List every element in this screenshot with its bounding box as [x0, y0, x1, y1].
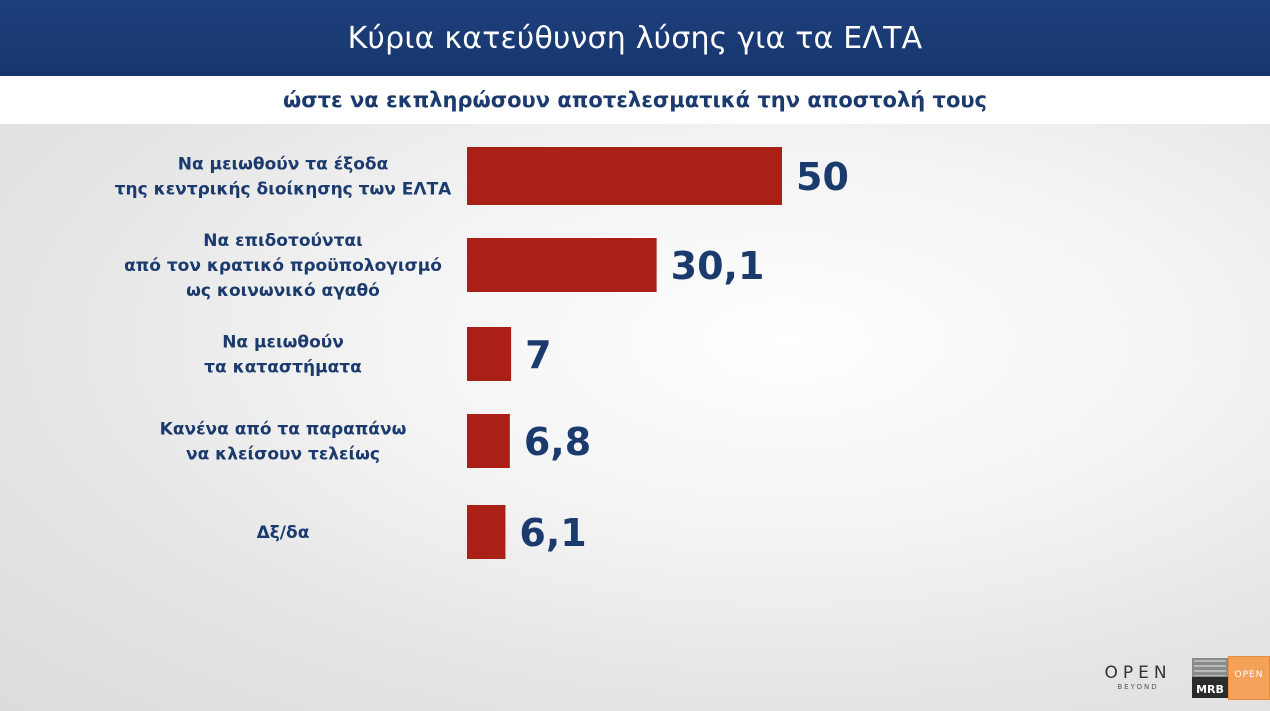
- mrb-logo-stripes: [1194, 660, 1226, 676]
- category-label-line: από τον κρατικό προϋπολογισμό: [124, 256, 442, 276]
- value-label-2: 30,1: [671, 244, 765, 288]
- channel-badge-text: OPEN: [1234, 670, 1264, 680]
- chart-title: Κύρια κατεύθυνση λύσης για τα ΕΛΤΑ: [347, 20, 923, 56]
- bar-4: [467, 414, 510, 468]
- category-label-1: Να μειωθούν τα έξοδα της κεντρικής διοίκη…: [115, 155, 452, 200]
- mrb-logo-text: MRB: [1196, 683, 1224, 696]
- category-label-4: Κανένα από τα παραπάνω να κλείσουν τελείω…: [160, 420, 407, 465]
- open-logo-text: OPEN: [1104, 663, 1172, 683]
- bar-2: [467, 238, 657, 292]
- bar-5: [467, 505, 506, 559]
- value-label-1: 50: [796, 155, 849, 199]
- category-label-5: Δξ/δα: [257, 523, 310, 543]
- open-beyond-logo: OPEN BEYOND: [1096, 664, 1180, 700]
- chart-subtitle: ώστε να εκπληρώσουν αποτελεσματικά την α…: [282, 88, 987, 112]
- title-bar: Κύρια κατεύθυνση λύσης για τα ΕΛΤΑ: [0, 0, 1270, 76]
- value-label-4: 6,8: [524, 420, 591, 464]
- channel-badge: OPEN: [1228, 656, 1270, 700]
- category-label-line: τα καταστήματα: [204, 358, 362, 378]
- open-logo-tagline: BEYOND: [1117, 683, 1159, 691]
- category-label-line: Να μειωθούν: [222, 333, 344, 353]
- bar-3: [467, 327, 512, 381]
- category-label-2: Να επιδοτούνται από τον κρατικό προϋπολογ…: [124, 231, 442, 301]
- value-label-3: 7: [525, 333, 551, 377]
- category-label-line: ως κοινωνικό αγαθό: [186, 281, 380, 301]
- category-label-line: Κανένα από τα παραπάνω: [160, 420, 407, 440]
- category-label-line: Να μειωθούν τα έξοδα: [178, 155, 389, 175]
- category-label-line: Να επιδοτούνται: [203, 231, 362, 251]
- category-label-line: να κλείσουν τελείως: [186, 445, 380, 465]
- category-label-line: Δξ/δα: [257, 523, 310, 543]
- category-label-3: Να μειωθούν τα καταστήματα: [204, 333, 362, 378]
- category-label-line: της κεντρικής διοίκησης των ΕΛΤΑ: [115, 180, 452, 200]
- value-label-5: 6,1: [519, 511, 586, 555]
- bar-1: [467, 147, 782, 205]
- subtitle-bar: ώστε να εκπληρώσουν αποτελεσματικά την α…: [0, 76, 1270, 124]
